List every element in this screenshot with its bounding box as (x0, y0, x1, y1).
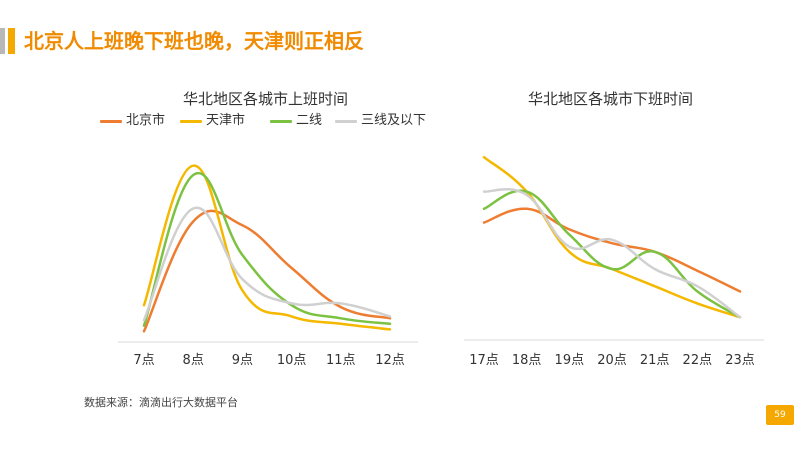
right-chart-x-tick-label: 20点 (597, 353, 627, 368)
left-chart-title: 华北地区各城市上班时间 (183, 90, 349, 108)
left-chart-x-tick-label: 10点 (277, 353, 307, 368)
left-chart-series-line-0 (142, 209, 392, 333)
legend-swatch (180, 120, 202, 123)
header-accent-gray (0, 28, 5, 54)
legend-label: 二线 (296, 113, 323, 128)
left-chart-x-tick-label: 12点 (375, 353, 405, 368)
right-chart-x-tick-label: 19点 (555, 353, 585, 368)
right-chart-series-line-0 (482, 207, 742, 293)
left-chart-x-tick-label: 11点 (326, 353, 356, 368)
legend-swatch (100, 120, 122, 123)
source-note: 数据来源：滴滴出行大数据平台 (84, 396, 238, 409)
legend-swatch (270, 120, 292, 123)
right-chart-x-tick-label: 21点 (640, 353, 670, 368)
left-chart-series-line-2 (142, 171, 392, 327)
right-chart-x-tick-label: 18点 (512, 353, 542, 368)
left-chart-x-tick-label: 7点 (133, 353, 154, 368)
left-chart-x-tick-label: 9点 (232, 353, 253, 368)
page-number-badge: 59 (766, 405, 794, 425)
right-chart-x-tick-label: 22点 (683, 353, 713, 368)
slide-title: 北京人上班晚下班也晚，天津则正相反 (24, 29, 364, 53)
right-chart-x-tick-label: 17点 (469, 353, 499, 368)
legend-label: 三线及以下 (361, 113, 427, 128)
left-chart-series-line-1 (142, 164, 392, 331)
left-chart-x-tick-label: 8点 (183, 353, 204, 368)
legend-label: 北京市 (126, 113, 166, 128)
right-chart-series-line-2 (482, 189, 742, 319)
right-chart-x-tick-label: 23点 (725, 353, 755, 368)
legend-label: 天津市 (206, 113, 246, 128)
legend-swatch (335, 120, 357, 123)
header-accent-orange (8, 28, 15, 54)
left-chart-series-line-3 (142, 206, 392, 322)
right-chart-series-line-3 (482, 188, 742, 319)
right-chart-title: 华北地区各城市下班时间 (528, 90, 694, 108)
